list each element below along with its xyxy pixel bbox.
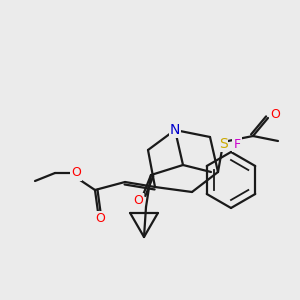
Text: O: O bbox=[133, 194, 143, 206]
Text: O: O bbox=[71, 167, 81, 179]
Text: O: O bbox=[95, 212, 105, 224]
Text: S: S bbox=[219, 137, 227, 151]
Text: N: N bbox=[170, 123, 180, 137]
Text: F: F bbox=[233, 137, 241, 151]
Text: O: O bbox=[270, 109, 280, 122]
